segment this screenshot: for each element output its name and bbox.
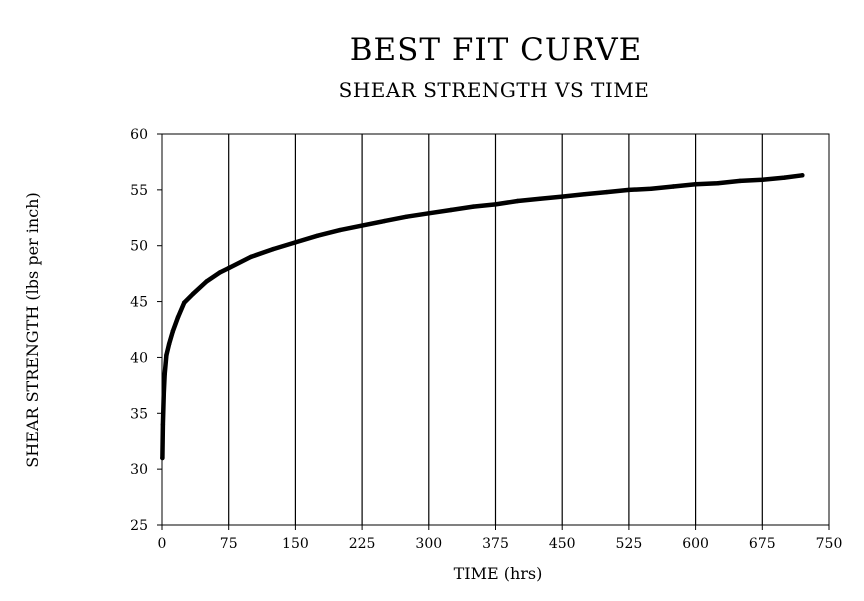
data-point [226, 265, 231, 271]
data-point [170, 329, 175, 334]
x-tick-label: 600 [682, 536, 709, 552]
data-point [471, 204, 476, 209]
data-point [404, 214, 409, 219]
data-point [604, 189, 609, 195]
x-tick-label: 750 [816, 536, 843, 552]
chart-subtitle: SHEAR STRENGTH VS TIME [339, 78, 650, 102]
x-tick-label: 300 [415, 536, 442, 552]
data-point [737, 178, 743, 184]
data-point [671, 184, 676, 189]
data-point [166, 341, 172, 347]
y-tick-label: 50 [130, 239, 148, 255]
y-tick-label: 60 [130, 127, 148, 143]
y-tick-label: 25 [130, 518, 148, 534]
data-point [204, 279, 209, 284]
y-tick-label: 40 [130, 350, 148, 366]
data-point [382, 218, 387, 224]
data-point [175, 315, 181, 320]
data-point [161, 391, 166, 396]
series-line [160, 173, 805, 461]
y-tick-label: 30 [130, 462, 148, 478]
data-point [315, 233, 320, 238]
grid-lines [228, 134, 763, 525]
data-point [493, 202, 498, 207]
data-point [337, 227, 343, 233]
y-axis-label: SHEAR STRENGTH (lbs per inch) [23, 192, 42, 467]
y-tick-label: 45 [130, 295, 148, 311]
data-point [190, 291, 196, 296]
x-tick-label: 0 [158, 536, 167, 552]
data-point [248, 254, 254, 260]
data-point [426, 211, 431, 216]
data-point [560, 194, 565, 199]
data-point [359, 223, 365, 228]
data-point [182, 300, 187, 305]
y-tick-label: 35 [130, 406, 148, 422]
data-point [782, 175, 787, 180]
data-point [160, 455, 165, 461]
x-tick-label: 525 [616, 536, 643, 552]
data-point [293, 240, 298, 245]
x-tick-label: 75 [220, 536, 238, 552]
data-point [515, 198, 520, 204]
data-point [271, 246, 276, 252]
x-tick-label: 225 [349, 536, 376, 552]
data-point [217, 270, 222, 275]
data-point [164, 353, 169, 358]
data-point [693, 182, 698, 187]
x-tick-label: 450 [549, 536, 576, 552]
y-axis-ticks: 25 30 35 40 45 50 55 60 [130, 127, 162, 534]
data-point [448, 207, 454, 213]
data-point [648, 186, 654, 191]
x-tick-label: 375 [482, 536, 509, 552]
y-tick-label: 55 [130, 183, 148, 199]
data-point [162, 372, 167, 377]
data-point [715, 181, 720, 186]
chart-title: BEST FIT CURVE [350, 32, 643, 68]
x-axis-label: TIME (hrs) [454, 564, 543, 583]
series-layer [160, 173, 805, 461]
x-tick-label: 150 [282, 536, 309, 552]
data-point [160, 422, 166, 427]
data-point [537, 196, 543, 201]
x-axis-ticks: 0 75 150 225 300 375 450 525 600 675 750 [158, 525, 843, 552]
x-tick-label: 675 [749, 536, 776, 552]
data-point [800, 173, 805, 178]
data-point [626, 187, 632, 193]
data-point [760, 177, 765, 182]
data-point [582, 192, 587, 197]
